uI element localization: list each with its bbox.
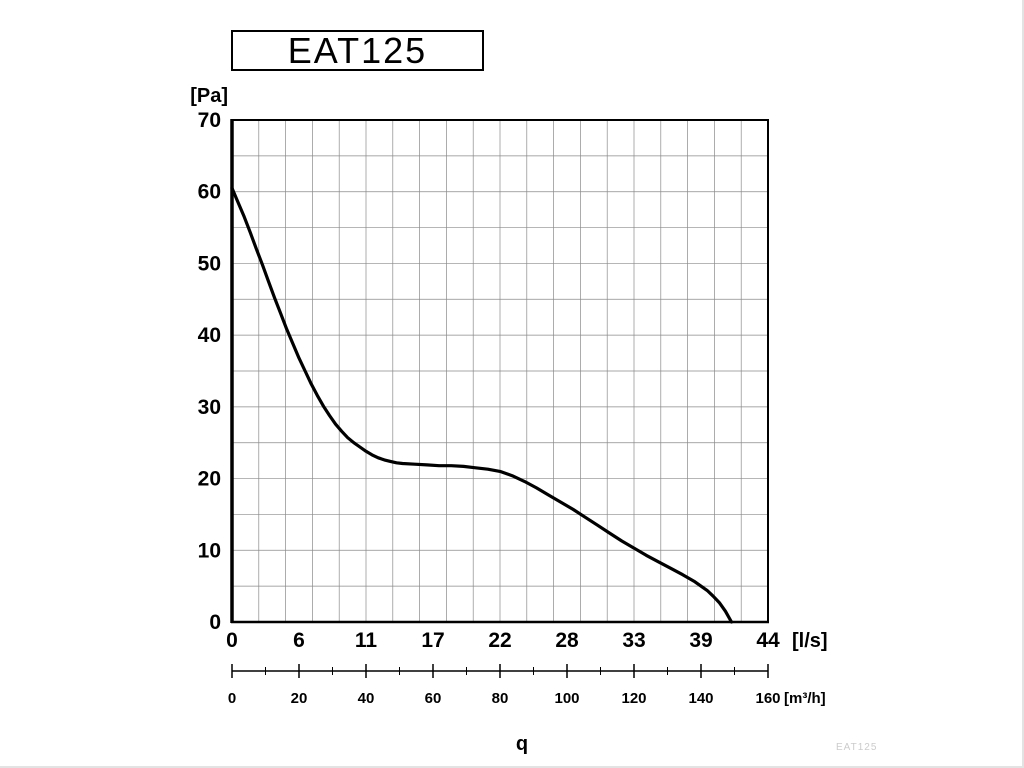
quantity-label: q — [516, 733, 528, 755]
svg-text:0: 0 — [228, 690, 236, 707]
secondary-axis-unit-label: [m³/h] — [784, 690, 826, 707]
svg-text:50: 50 — [198, 252, 221, 275]
y-axis-unit-label: [Pa] — [190, 85, 228, 107]
svg-text:40: 40 — [198, 324, 221, 347]
secondary-axis-ruler — [231, 664, 769, 678]
svg-text:60: 60 — [198, 181, 221, 204]
svg-text:140: 140 — [688, 690, 713, 707]
x-axis-tick-labels: 0 6 11 17 22 28 33 39 44 — [226, 629, 780, 652]
svg-text:100: 100 — [554, 690, 579, 707]
svg-text:0: 0 — [209, 611, 221, 634]
svg-text:40: 40 — [358, 690, 375, 707]
fan-curve-line — [230, 186, 734, 624]
chart-title-box: EAT125 — [231, 30, 484, 71]
chart-title: EAT125 — [287, 29, 428, 71]
secondary-axis-tick-labels: 0 20 40 60 80 100 120 140 160 — [228, 690, 781, 707]
svg-text:6: 6 — [293, 629, 305, 652]
svg-text:80: 80 — [492, 690, 509, 707]
svg-text:44: 44 — [756, 629, 780, 652]
watermark-text: EAT125 — [836, 742, 878, 753]
svg-text:0: 0 — [226, 629, 238, 652]
svg-text:70: 70 — [198, 109, 221, 132]
svg-text:60: 60 — [425, 690, 442, 707]
svg-text:28: 28 — [555, 629, 579, 652]
svg-text:22: 22 — [488, 629, 511, 652]
svg-text:30: 30 — [198, 396, 221, 419]
svg-text:20: 20 — [198, 468, 221, 491]
svg-text:10: 10 — [198, 539, 221, 562]
svg-text:33: 33 — [622, 629, 645, 652]
svg-text:39: 39 — [689, 629, 712, 652]
grid-lines — [232, 120, 768, 622]
y-axis-tick-labels: 70 60 50 40 30 20 10 0 — [198, 109, 221, 634]
svg-text:11: 11 — [355, 629, 378, 652]
svg-text:160: 160 — [755, 690, 780, 707]
svg-text:17: 17 — [421, 629, 444, 652]
svg-text:120: 120 — [621, 690, 646, 707]
x-axis-unit-label: [l/s] — [792, 630, 828, 652]
svg-text:20: 20 — [291, 690, 308, 707]
